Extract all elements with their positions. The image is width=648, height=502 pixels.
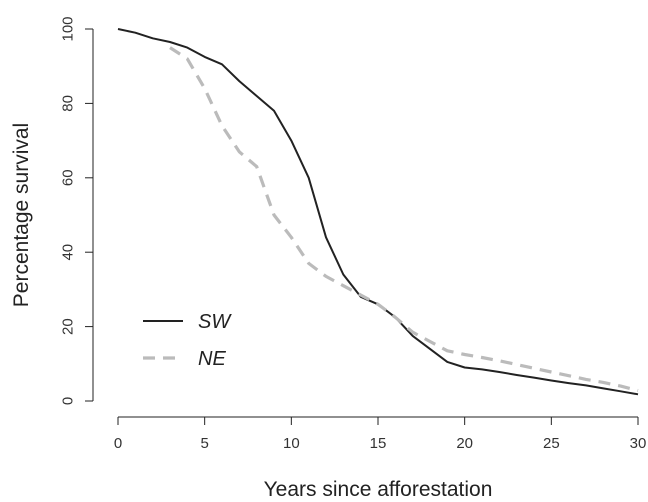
y-tick-label: 60 [60, 169, 77, 186]
x-tick-label: 5 [200, 435, 208, 452]
x-axis-title: Years since afforestation [264, 478, 493, 501]
x-tick-label: 25 [543, 435, 560, 452]
x-tick-label: 30 [630, 435, 647, 452]
legend: SW NE [143, 311, 232, 370]
legend-label-ne: NE [198, 348, 226, 370]
x-tick-label: 10 [283, 435, 300, 452]
axes-group: 0 5 10 15 20 25 30 0 20 40 60 80 100 [60, 16, 647, 452]
x-tick-label: 0 [114, 435, 122, 452]
y-tick-label: 40 [60, 244, 77, 261]
series-group [117, 28, 639, 396]
series-line-sw [117, 28, 639, 396]
y-tick-label: 0 [60, 397, 77, 405]
y-tick-label: 80 [60, 95, 77, 112]
y-tick-label: 20 [60, 318, 77, 335]
legend-label-sw: SW [198, 311, 232, 333]
y-axis-title: Percentage survival [10, 123, 33, 307]
x-tick-label: 15 [370, 435, 387, 452]
y-tick-label: 100 [60, 16, 77, 41]
series-line-ne [169, 46, 639, 393]
x-tick-label: 20 [456, 435, 473, 452]
